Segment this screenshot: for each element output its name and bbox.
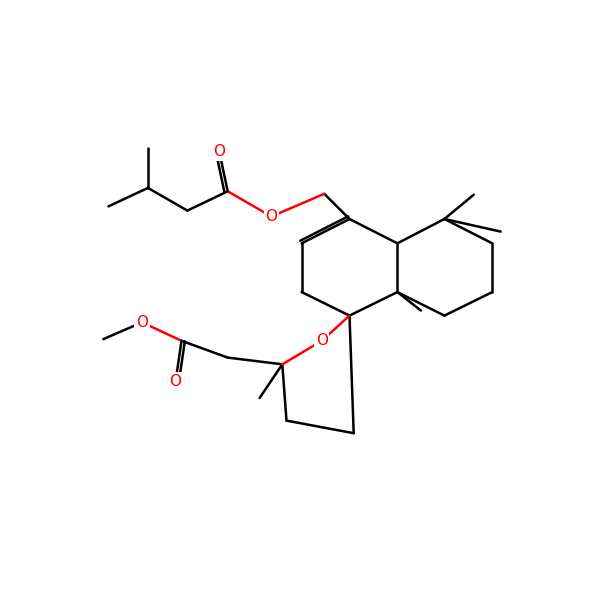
Text: O: O	[214, 145, 226, 160]
Text: O: O	[316, 334, 328, 348]
Text: O: O	[170, 374, 182, 389]
Text: O: O	[136, 315, 148, 330]
Text: O: O	[265, 209, 277, 224]
